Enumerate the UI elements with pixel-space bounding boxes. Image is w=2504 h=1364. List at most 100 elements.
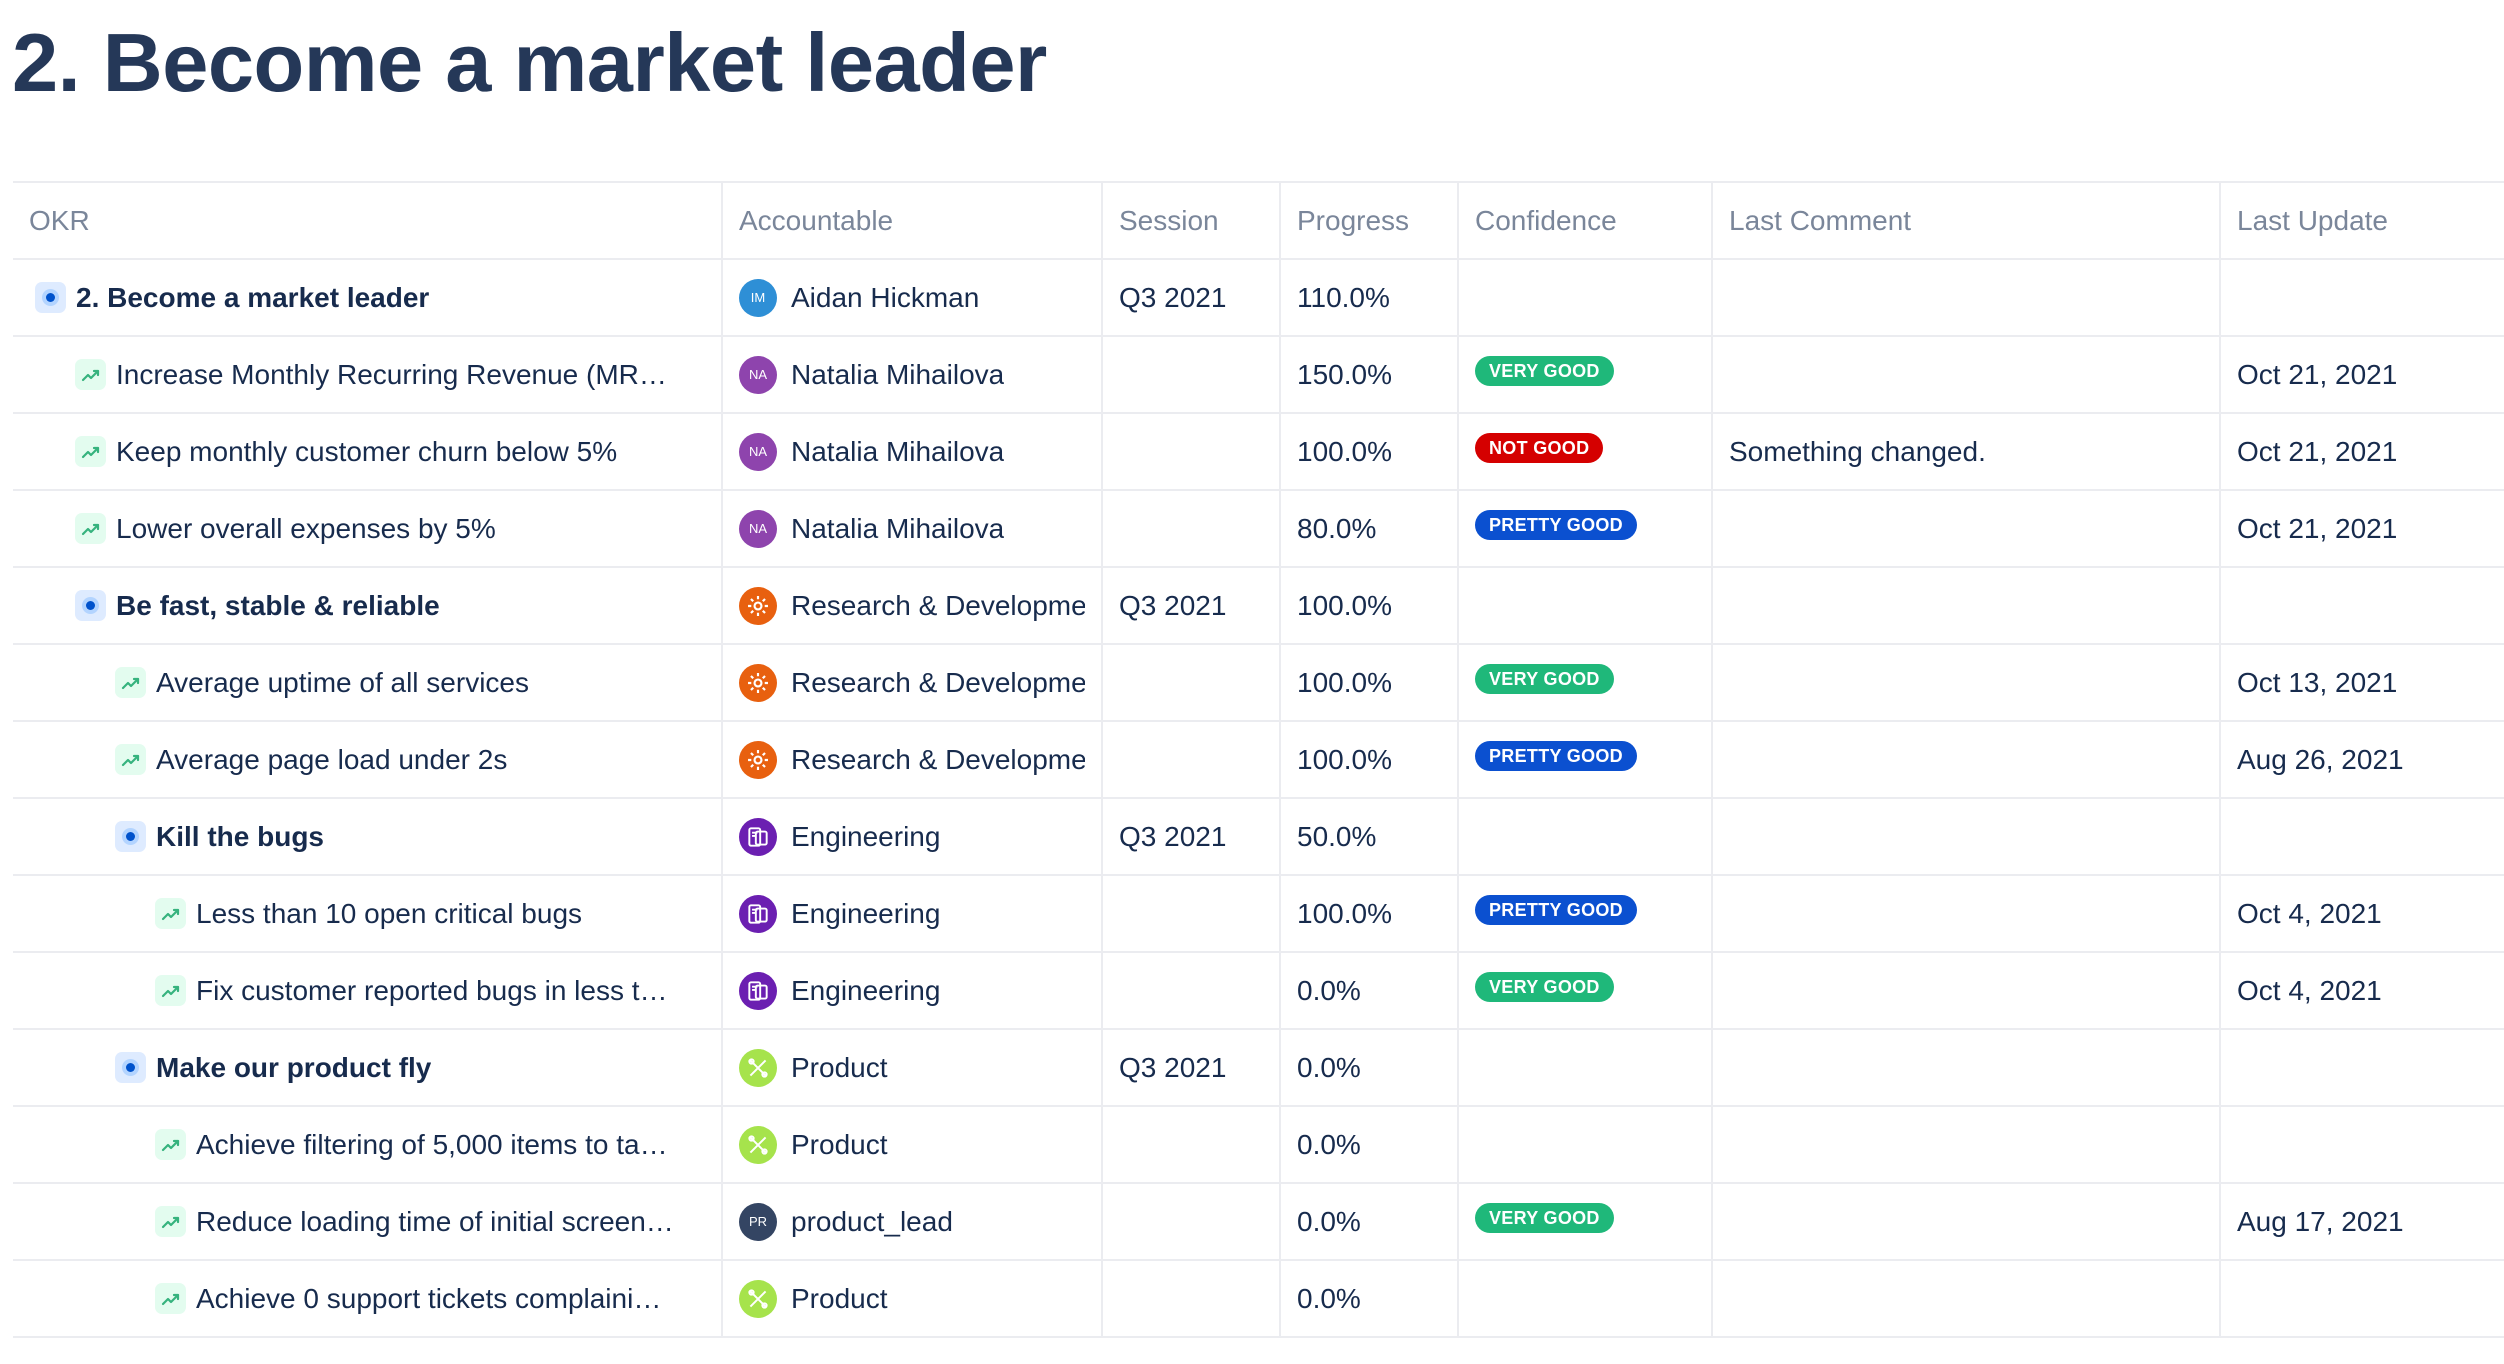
okr-cell[interactable]: Average page load under 2s	[13, 720, 723, 798]
key-result-title-link[interactable]: Lower overall expenses by 5%	[116, 512, 496, 544]
okr-cell[interactable]: Achieve 0 support tickets complaini…	[13, 1259, 723, 1338]
okr-cell[interactable]: Kill the bugs	[13, 797, 723, 875]
last-update-cell: Aug 26, 2021	[2220, 720, 2504, 798]
progress-cell: 0.0%	[1280, 951, 1459, 1029]
okr-cell-content: Kill the bugs	[29, 821, 705, 853]
key-result-title-link[interactable]: Less than 10 open critical bugs	[196, 897, 583, 929]
key-result-row[interactable]: Achieve filtering of 5,000 items to ta… P…	[13, 1105, 2504, 1183]
objective-title-link[interactable]: Kill the bugs	[156, 820, 324, 852]
accountable-cell[interactable]: NA Natalia Mihailova	[722, 489, 1103, 567]
objective-row[interactable]: Kill the bugs Engineering Q3 2021 50.0%	[13, 797, 2504, 875]
column-header-last-comment[interactable]: Last Comment	[1712, 181, 2221, 259]
progress-cell: 100.0%	[1280, 643, 1459, 721]
okr-cell-content: 2. Become a market leader	[29, 282, 705, 314]
okr-cell[interactable]: Achieve filtering of 5,000 items to ta…	[13, 1105, 723, 1183]
okr-cell[interactable]: Make our product fly	[13, 1028, 723, 1106]
confidence-badge: VERY GOOD	[1475, 971, 1614, 1002]
okr-cell[interactable]: Less than 10 open critical bugs	[13, 874, 723, 952]
okr-cell[interactable]: Increase Monthly Recurring Revenue (MR…	[13, 335, 723, 413]
key-result-row[interactable]: Increase Monthly Recurring Revenue (MR… N…	[13, 335, 2504, 413]
okr-cell-content: Fix customer reported bugs in less t…	[29, 975, 705, 1007]
session-cell	[1102, 1105, 1281, 1183]
objective-icon	[75, 590, 106, 621]
key-result-title-link[interactable]: Reduce loading time of initial screen…	[196, 1205, 674, 1237]
okr-cell[interactable]: Be fast, stable & reliable	[13, 566, 723, 644]
accountable-cell[interactable]: Engineering	[722, 874, 1103, 952]
avatar: NA	[739, 509, 777, 548]
accountable-cell[interactable]: Product	[722, 1105, 1103, 1183]
column-header-okr[interactable]: OKR	[13, 181, 723, 259]
session-cell	[1102, 720, 1281, 798]
accountable-cell[interactable]: Product	[722, 1028, 1103, 1106]
last-comment-cell	[1712, 643, 2221, 721]
okr-cell[interactable]: 2. Become a market leader	[13, 258, 723, 336]
key-result-title-link[interactable]: Keep monthly customer churn below 5%	[116, 435, 618, 467]
accountable-cell[interactable]: NA Natalia Mihailova	[722, 412, 1103, 490]
accountable-cell[interactable]: Engineering	[722, 951, 1103, 1029]
key-result-title-link[interactable]: Fix customer reported bugs in less t…	[196, 974, 668, 1006]
column-header-progress[interactable]: Progress	[1280, 181, 1459, 259]
accountable-cell[interactable]: Engineering	[722, 797, 1103, 875]
okr-cell[interactable]: Average uptime of all services	[13, 643, 723, 721]
key-result-title-link[interactable]: Average uptime of all services	[156, 666, 529, 698]
accountable-owner: Product	[739, 1125, 1085, 1164]
session-cell	[1102, 951, 1281, 1029]
key-result-row[interactable]: Lower overall expenses by 5% NA Natalia Mi…	[13, 489, 2504, 567]
objective-row[interactable]: Make our product fly Product Q3 2021 0.0%	[13, 1028, 2504, 1106]
objective-title-link[interactable]: Be fast, stable & reliable	[116, 589, 440, 621]
key-result-row[interactable]: Fix customer reported bugs in less t… Eng…	[13, 951, 2504, 1029]
objective-row[interactable]: Be fast, stable & reliable Research & Dev…	[13, 566, 2504, 644]
confidence-cell	[1458, 566, 1713, 644]
objective-icon	[115, 1052, 146, 1083]
key-result-title-link[interactable]: Average page load under 2s	[156, 743, 508, 775]
accountable-cell[interactable]: NA Natalia Mihailova	[722, 335, 1103, 413]
last-update-cell: Aug 17, 2021	[2220, 1182, 2504, 1260]
progress-cell: 100.0%	[1280, 720, 1459, 798]
accountable-cell[interactable]: Research & Developme	[722, 643, 1103, 721]
accountable-name: Engineering	[791, 820, 941, 852]
okr-cell[interactable]: Keep monthly customer churn below 5%	[13, 412, 723, 490]
last-update-cell: Oct 21, 2021	[2220, 335, 2504, 413]
okr-cell-content: Increase Monthly Recurring Revenue (MR…	[29, 359, 705, 391]
key-result-title-link[interactable]: Achieve filtering of 5,000 items to ta…	[196, 1128, 668, 1160]
accountable-cell[interactable]: Product	[722, 1259, 1103, 1338]
key-result-row[interactable]: Achieve 0 support tickets complaini… Prod…	[13, 1259, 2504, 1338]
okr-cell[interactable]: Reduce loading time of initial screen…	[13, 1182, 723, 1260]
progress-cell: 100.0%	[1280, 412, 1459, 490]
accountable-owner: Product	[739, 1048, 1085, 1087]
column-header-accountable[interactable]: Accountable	[722, 181, 1103, 259]
accountable-cell[interactable]: Research & Developme	[722, 720, 1103, 798]
accountable-name: Research & Developme	[791, 589, 1085, 621]
key-result-trend-icon	[75, 359, 106, 390]
okr-cell[interactable]: Fix customer reported bugs in less t…	[13, 951, 723, 1029]
accountable-cell[interactable]: IM Aidan Hickman	[722, 258, 1103, 336]
key-result-title-link[interactable]: Increase Monthly Recurring Revenue (MR…	[116, 358, 667, 390]
okr-cell[interactable]: Lower overall expenses by 5%	[13, 489, 723, 567]
last-comment-cell	[1712, 720, 2221, 798]
objective-row[interactable]: 2. Become a market leader IM Aidan Hickman…	[13, 258, 2504, 336]
column-header-confidence[interactable]: Confidence	[1458, 181, 1713, 259]
session-cell	[1102, 1182, 1281, 1260]
accountable-cell[interactable]: PR product_lead	[722, 1182, 1103, 1260]
okr-table-body: 2. Become a market leader IM Aidan Hickman…	[13, 258, 2504, 1338]
objective-title-link[interactable]: Make our product fly	[156, 1051, 432, 1083]
key-result-row[interactable]: Average uptime of all services Research &…	[13, 643, 2504, 721]
last-comment-cell: Something changed.	[1712, 412, 2221, 490]
objective-title-link[interactable]: 2. Become a market leader	[76, 281, 430, 313]
accountable-cell[interactable]: Research & Developme	[722, 566, 1103, 644]
avatar: NA	[739, 432, 777, 471]
accountable-owner: NA Natalia Mihailova	[739, 509, 1085, 548]
key-result-row[interactable]: Less than 10 open critical bugs Engineeri…	[13, 874, 2504, 952]
key-result-row[interactable]: Reduce loading time of initial screen… PR…	[13, 1182, 2504, 1260]
column-header-last-update[interactable]: Last Update	[2220, 181, 2504, 259]
accountable-name: Product	[791, 1282, 888, 1314]
column-header-session[interactable]: Session	[1102, 181, 1281, 259]
okr-cell-content: Average page load under 2s	[29, 744, 705, 776]
key-result-title-link[interactable]: Achieve 0 support tickets complaini…	[196, 1282, 662, 1314]
session-cell	[1102, 1259, 1281, 1338]
key-result-row[interactable]: Keep monthly customer churn below 5% NA Na…	[13, 412, 2504, 490]
key-result-row[interactable]: Average page load under 2s Research & Dev…	[13, 720, 2504, 798]
accountable-name: Engineering	[791, 974, 941, 1006]
okr-cell-content: Achieve filtering of 5,000 items to ta…	[29, 1129, 705, 1161]
last-update-cell: Oct 21, 2021	[2220, 412, 2504, 490]
